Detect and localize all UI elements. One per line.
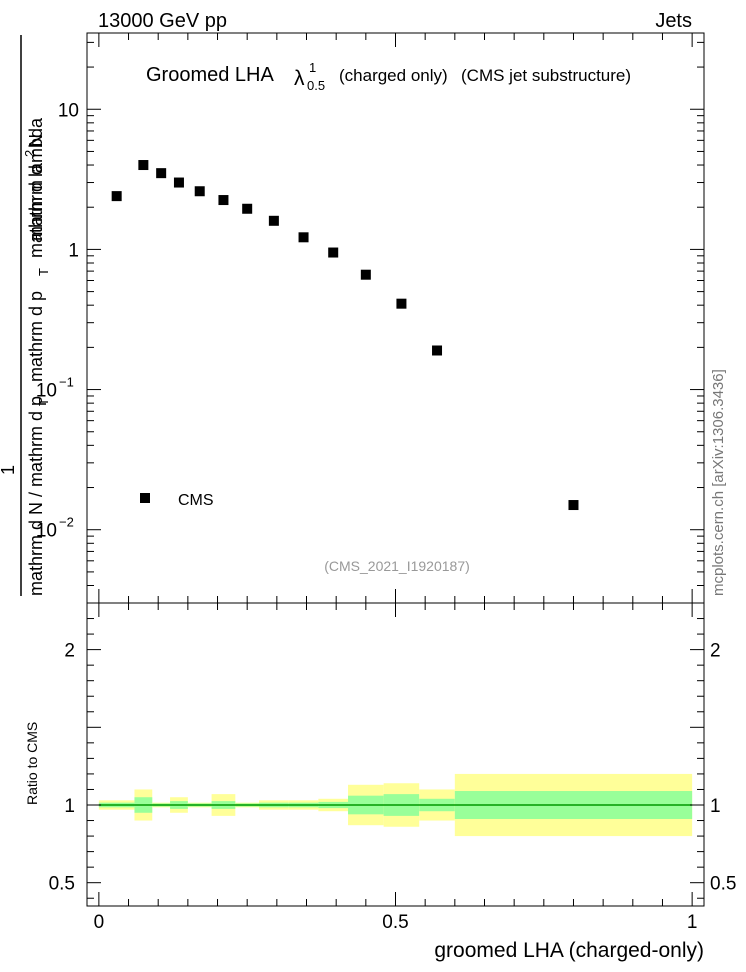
- x-axis-label: groomed LHA (charged-only): [434, 939, 704, 962]
- data-point: [268, 215, 279, 226]
- data-point: [111, 191, 122, 202]
- ratio-uncertainty-bands: [98, 773, 693, 837]
- data-point: [568, 500, 579, 511]
- svg-text:Groomed LHA: Groomed LHA: [146, 64, 274, 86]
- data-point: [156, 168, 167, 179]
- y-tick-label: 1: [68, 240, 79, 261]
- title-main: Groomed LHA: [146, 64, 274, 86]
- analysis-watermark: (CMS_2021_I1920187): [324, 558, 470, 574]
- y-tick-exponent: −1: [59, 375, 74, 390]
- ratio-y-label: Ratio to CMS: [24, 722, 40, 805]
- x-tick-label: 1: [687, 912, 698, 933]
- x-tick-label: 0.5: [382, 912, 408, 933]
- chart-title: Groomed LHA λ 1 0.5 (charged only) (CMS …: [146, 60, 631, 93]
- ylabel-one: 1: [0, 465, 18, 475]
- ratio-y-tick-label-right: 0.5: [710, 874, 736, 895]
- ratio-y-tick-label-left: 1: [64, 796, 75, 817]
- legend-label: CMS: [178, 492, 214, 509]
- ylabel-num-top: mathrm d: [26, 165, 46, 241]
- data-point: [298, 232, 309, 243]
- data-point: [360, 269, 371, 280]
- data-point: [194, 186, 205, 197]
- y-tick-exponent: −2: [59, 515, 74, 530]
- title-symbol: λ: [294, 67, 305, 90]
- ylabel-num-sup: 2: [22, 150, 37, 157]
- data-point: [328, 247, 339, 258]
- y-axis-label: 1 mathrm d N / mathrm d p T mathrm d p T…: [0, 35, 51, 596]
- title-tail-1: (charged only): [339, 66, 448, 85]
- data-point: [138, 160, 149, 171]
- legend-marker: [140, 493, 150, 503]
- data-point: [396, 298, 407, 309]
- side-credit-label: mcplots.cern.ch [arXiv:1306.3436]: [710, 369, 727, 596]
- title-sup: 1: [309, 60, 316, 75]
- ratio-y-tick-label-left: 0.5: [49, 874, 75, 895]
- title-sub: 0.5: [307, 78, 325, 93]
- ylabel-mid-b: mathrm d lambda: [26, 117, 46, 258]
- ratio-axis-ticks: 2 2 1 1 0.5 0.5 0 0.5 1: [49, 603, 736, 933]
- ylabel-den-sub: T: [36, 398, 51, 406]
- ylabel-mid-a: mathrm d p: [26, 291, 46, 382]
- cms-data-series: [111, 160, 579, 511]
- data-point: [218, 195, 229, 206]
- y-tick-label: 10: [58, 100, 79, 121]
- data-point: [242, 203, 253, 214]
- title-tail-2: (CMS jet substructure): [461, 66, 631, 85]
- x-tick-label: 0: [94, 912, 105, 933]
- legend: CMS: [140, 492, 214, 509]
- data-point: [432, 345, 443, 356]
- ylabel-den: mathrm d N / mathrm d p: [26, 396, 46, 596]
- header-left: 13000 GeV pp: [98, 10, 227, 32]
- ratio-plot-frame: [86, 602, 705, 907]
- ratio-y-tick-label-right: 2: [710, 641, 721, 662]
- ratio-y-tick-label-right: 1: [710, 796, 721, 817]
- main-plot-frame: [86, 32, 705, 604]
- ratio-y-tick-label-left: 2: [64, 641, 75, 662]
- header-right: Jets: [655, 10, 692, 32]
- data-point: [173, 177, 184, 188]
- y-tick-label: 10: [36, 381, 57, 402]
- svg-text:λ: λ: [294, 67, 305, 90]
- ylabel-num-n: N: [26, 134, 46, 147]
- ylabel-mid-sub: T: [36, 268, 51, 276]
- y-tick-label: 10: [36, 521, 57, 542]
